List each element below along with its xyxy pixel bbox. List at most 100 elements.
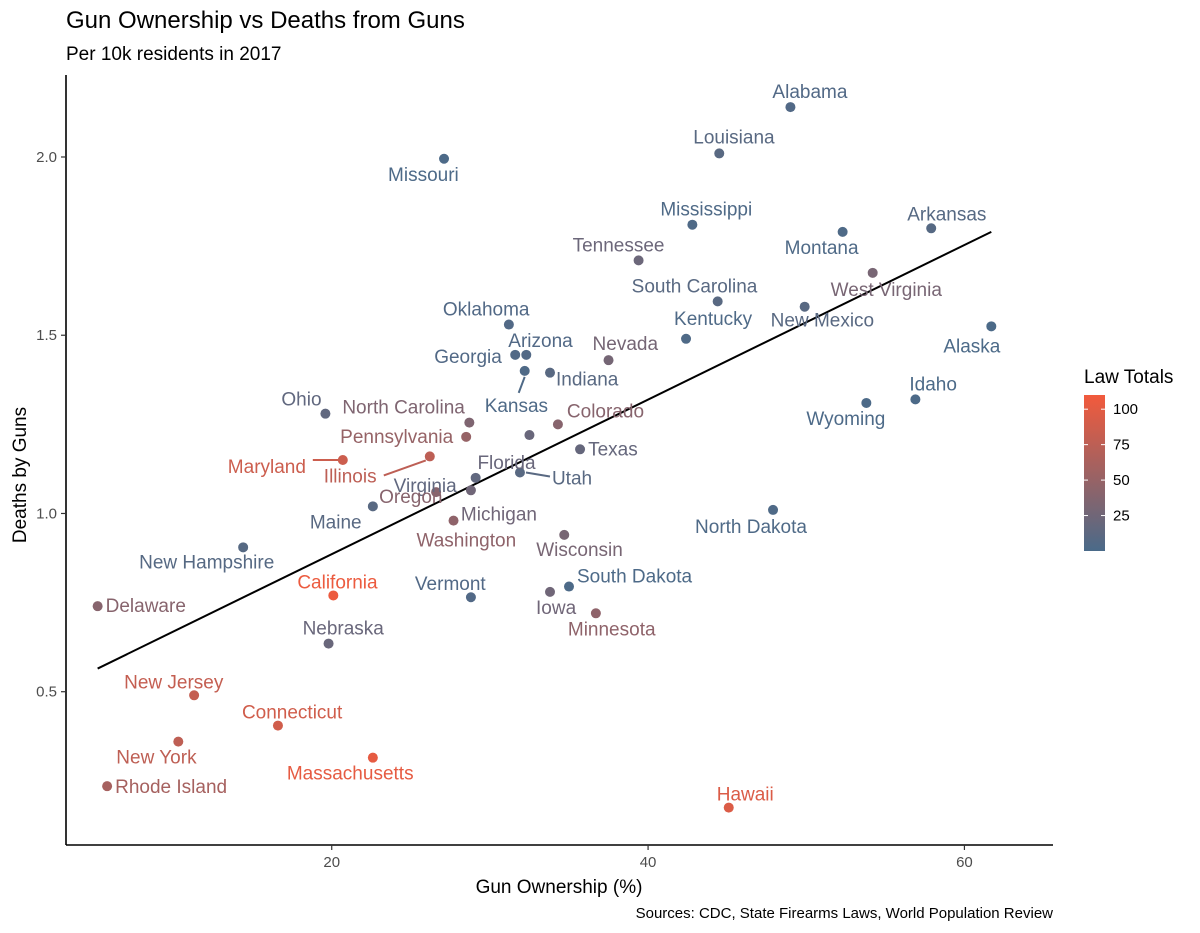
y-tick-label: 1.0 [36,505,57,522]
x-tick-label: 60 [956,854,973,871]
label-hawaii: Hawaii [717,785,774,806]
point-new-jersey [189,690,200,701]
y-tick-label: 1.5 [36,327,57,344]
leader-utah [525,471,551,478]
point-connecticut [272,720,283,731]
legend-ticks: 25 50 75 100 [1084,401,1138,525]
point-tennessee [633,255,644,266]
label-maryland: Maryland [228,457,306,478]
x-axis-title: Gun Ownership (%) [476,877,643,898]
label-north-carolina: North Carolina [342,398,465,419]
point-north-carolina [464,417,475,428]
label-kentucky: Kentucky [674,309,753,330]
point-delaware [92,601,103,612]
point-west-virginia [867,267,878,278]
point-nebraska [323,638,334,649]
point-labels: Alabama Louisiana Missouri Mississippi Arkan… [106,82,1001,805]
label-washington: Washington [417,531,517,552]
y-axis-title: Deaths by Guns [10,407,31,543]
label-georgia: Georgia [434,347,502,368]
point-wyoming [861,397,872,408]
point-florida [524,430,535,441]
label-arizona: Arizona [508,331,573,352]
point-new-hampshire [238,542,249,553]
x-tick-label: 40 [640,854,657,871]
point-utah [514,467,525,478]
legend: Law Totals 25 50 75 100 [1084,367,1173,551]
label-ohio: Ohio [281,390,321,411]
legend-tick-label: 25 [1113,508,1130,525]
point-massachusetts [367,752,378,763]
label-new-jersey: New Jersey [124,672,224,693]
label-nebraska: Nebraska [303,619,385,640]
caption: Sources: CDC, State Firearms Laws, World… [636,905,1054,922]
point-illinois [424,451,435,462]
label-new-york: New York [116,748,197,769]
label-colorado: Colorado [567,401,644,422]
trend-line [97,230,992,670]
point-south-dakota [563,581,574,592]
label-south-carolina: South Carolina [632,276,758,297]
point-maine [367,501,378,512]
legend-tick-label: 100 [1113,401,1138,418]
point-california [328,590,339,601]
legend-title: Law Totals [1084,367,1173,388]
label-maine: Maine [310,512,362,533]
label-new-hampshire: New Hampshire [139,552,274,573]
leader-illinois [383,459,427,477]
label-montana: Montana [785,238,859,259]
label-minnesota: Minnesota [568,619,656,640]
point-new-mexico [799,301,810,312]
point-iowa [545,586,556,597]
label-west-virginia: West Virginia [831,280,943,301]
y-tick-label: 0.5 [36,684,57,701]
point-georgia [510,349,521,360]
label-michigan: Michigan [461,504,537,525]
label-rhode-island: Rhode Island [115,777,227,798]
label-oklahoma: Oklahoma [443,300,530,321]
point-new-york [173,736,184,747]
point-wisconsin [559,529,570,540]
point-nevada [603,355,614,366]
point-kansas [519,365,530,376]
point-texas [575,444,586,455]
leader-kansas [517,376,526,394]
point-pennsylvania [461,431,472,442]
label-delaware: Delaware [106,596,186,617]
point-alabama [785,102,796,113]
point-oklahoma [503,319,514,330]
label-vermont: Vermont [415,574,486,595]
label-massachusetts: Massachusetts [287,764,414,785]
point-mississippi [687,219,698,230]
label-california: California [297,572,378,593]
label-louisiana: Louisiana [693,127,775,148]
label-new-mexico: New Mexico [771,311,874,332]
label-missouri: Missouri [388,165,459,186]
label-oregon: Oregon [379,487,442,508]
label-wyoming: Wyoming [806,409,885,430]
label-wisconsin: Wisconsin [536,540,623,561]
label-illinois: Illinois [324,466,377,487]
point-alaska [986,321,997,332]
point-hawaii [723,802,734,813]
data-points [92,102,997,813]
label-iowa: Iowa [536,598,577,619]
chart-title: Gun Ownership vs Deaths from Guns [66,7,465,34]
label-virginia: Virginia [394,476,457,497]
point-north-dakota [768,504,779,515]
label-connecticut: Connecticut [242,703,343,724]
point-washington [448,515,459,526]
point-louisiana [714,148,725,159]
point-arizona [521,349,532,360]
label-texas: Texas [588,439,638,460]
point-missouri [439,153,450,164]
label-florida: Florida [477,453,536,474]
point-virginia [470,472,481,483]
legend-tick-label: 50 [1113,472,1130,489]
point-idaho [910,394,921,405]
point-colorado [552,419,563,430]
chart-subtitle: Per 10k residents in 2017 [66,44,281,65]
y-tick-label: 2.0 [36,149,57,166]
label-alaska: Alaska [943,336,1000,357]
